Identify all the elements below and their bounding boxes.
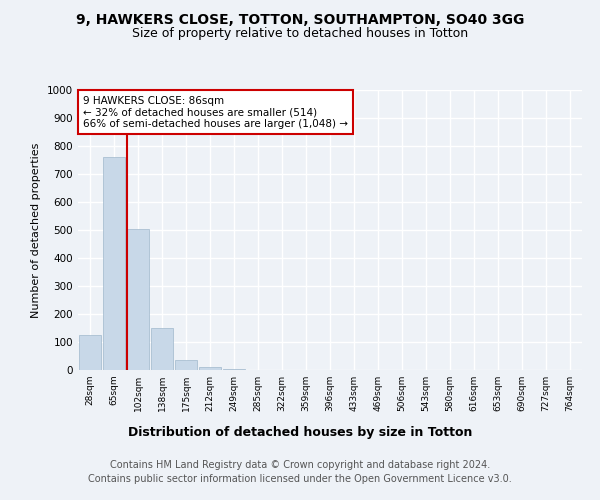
Bar bbox=[127, 228, 149, 370]
Bar bbox=[151, 328, 173, 370]
Text: Size of property relative to detached houses in Totton: Size of property relative to detached ho… bbox=[132, 28, 468, 40]
Text: Contains HM Land Registry data © Crown copyright and database right 2024.
Contai: Contains HM Land Registry data © Crown c… bbox=[88, 460, 512, 484]
Text: 9, HAWKERS CLOSE, TOTTON, SOUTHAMPTON, SO40 3GG: 9, HAWKERS CLOSE, TOTTON, SOUTHAMPTON, S… bbox=[76, 12, 524, 26]
Text: 9 HAWKERS CLOSE: 86sqm
← 32% of detached houses are smaller (514)
66% of semi-de: 9 HAWKERS CLOSE: 86sqm ← 32% of detached… bbox=[83, 96, 348, 129]
Text: Distribution of detached houses by size in Totton: Distribution of detached houses by size … bbox=[128, 426, 472, 439]
Y-axis label: Number of detached properties: Number of detached properties bbox=[31, 142, 41, 318]
Bar bbox=[175, 360, 197, 370]
Bar bbox=[103, 157, 125, 370]
Bar bbox=[199, 367, 221, 370]
Bar bbox=[79, 335, 101, 370]
